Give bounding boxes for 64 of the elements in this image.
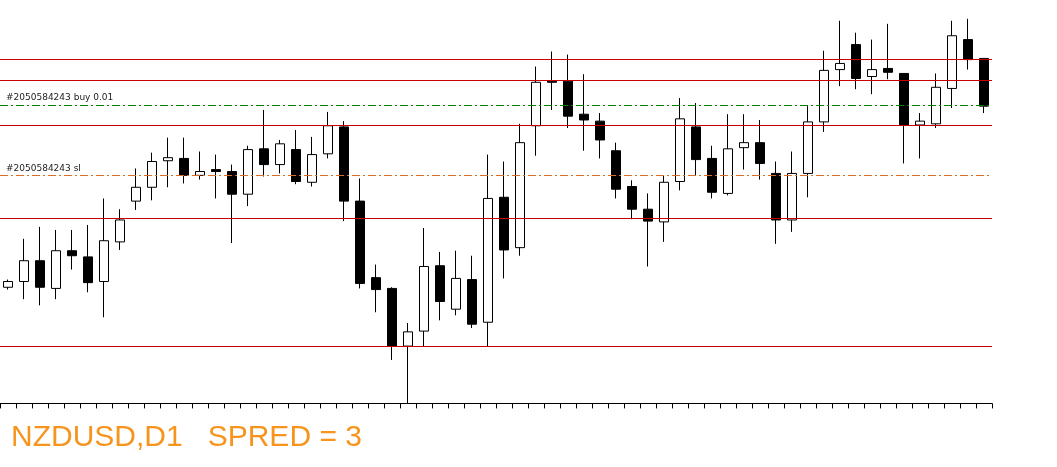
candlestick — [195, 151, 205, 181]
candlestick — [627, 179, 637, 220]
candlestick — [275, 139, 285, 174]
candlestick — [851, 32, 861, 90]
candlestick — [355, 177, 365, 289]
candlestick — [387, 286, 397, 361]
candlestick — [115, 208, 125, 251]
text: NZDUSD,D1 SPRED = 3 — [11, 418, 362, 452]
candlestick — [243, 145, 253, 207]
candlestick — [915, 112, 925, 159]
candlestick — [531, 66, 541, 157]
candlestick — [707, 145, 717, 199]
candlestick — [867, 39, 877, 95]
candlestick — [323, 111, 333, 159]
candlestick — [659, 174, 669, 243]
candlestick — [547, 51, 557, 111]
candlestick — [691, 102, 701, 176]
candlestick — [371, 264, 381, 313]
candlestick — [67, 229, 77, 271]
candlestick — [579, 73, 589, 152]
candlestick — [3, 279, 13, 291]
candlestick — [899, 72, 909, 164]
candlestick — [467, 255, 477, 329]
candlestick — [771, 161, 781, 245]
ref-line-label: #2050584243 sl — [6, 162, 81, 173]
candlestick — [339, 120, 349, 222]
candlestick — [435, 251, 445, 321]
candlestick — [131, 167, 141, 211]
candlestick — [419, 227, 429, 347]
candlestick — [83, 224, 93, 293]
candlestick — [499, 161, 509, 279]
candlestick — [835, 20, 845, 87]
candlestick — [787, 151, 797, 233]
candlestick — [947, 20, 957, 109]
candlestick — [819, 50, 829, 133]
candlestick — [307, 136, 317, 188]
candlestick — [179, 137, 189, 184]
candlestick — [803, 105, 813, 198]
candlestick — [755, 119, 765, 181]
candlestick — [611, 142, 621, 199]
ref-line-label: #2050584243 buy 0.01 — [6, 92, 114, 103]
candlestick — [35, 226, 45, 306]
candlestick — [259, 109, 269, 178]
candlestick — [675, 97, 685, 191]
candlestick — [227, 164, 237, 244]
candlestick — [883, 23, 893, 80]
candlestick — [739, 113, 749, 171]
candlestick — [291, 129, 301, 185]
candlestick — [723, 113, 733, 196]
candlestick — [211, 154, 221, 199]
candlestick — [99, 197, 109, 318]
candlestick — [979, 57, 989, 114]
candlestick — [483, 154, 493, 347]
candlestick — [515, 123, 525, 257]
candlestick — [163, 137, 173, 188]
candlestick — [563, 54, 573, 129]
candlestick — [643, 192, 653, 267]
candlestick — [147, 152, 157, 201]
candlestick — [931, 72, 941, 129]
candlestick — [963, 18, 973, 71]
candlestick — [451, 250, 461, 316]
candlestick — [19, 238, 29, 300]
candlestick — [595, 112, 605, 159]
candlestick — [51, 229, 61, 300]
